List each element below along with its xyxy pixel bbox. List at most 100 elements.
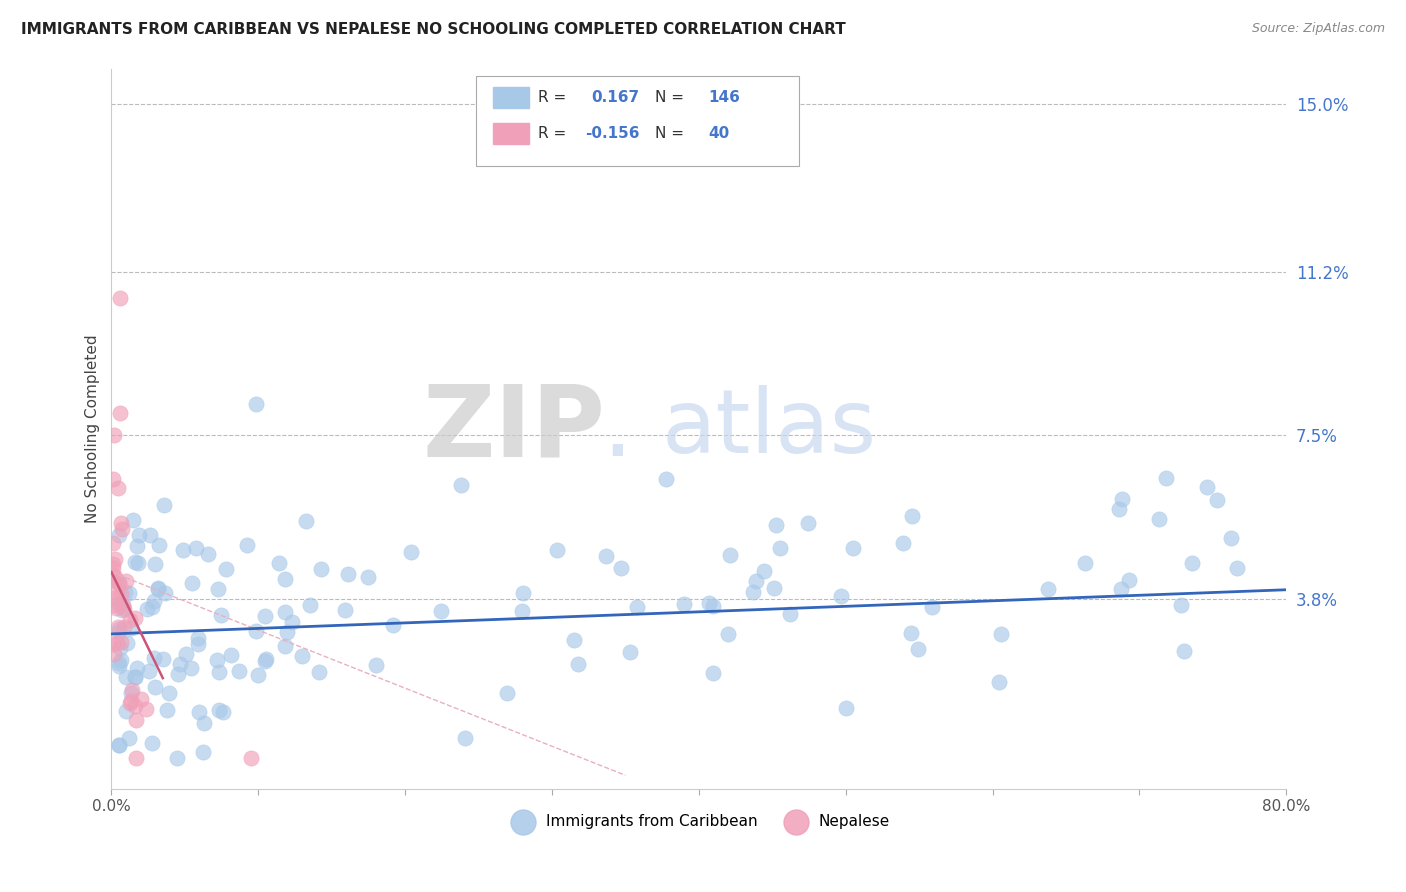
Point <box>110 291 132 305</box>
Point <box>1205 493 1227 508</box>
Point <box>122 513 145 527</box>
Point <box>187 637 209 651</box>
Point <box>124 555 146 569</box>
Point <box>236 538 259 552</box>
Point <box>180 661 202 675</box>
Point <box>219 648 242 662</box>
Point <box>110 641 132 656</box>
Point <box>155 702 177 716</box>
Point <box>197 547 219 561</box>
Point <box>336 567 359 582</box>
Point <box>496 686 519 700</box>
Point <box>1181 556 1204 570</box>
Point <box>207 582 229 596</box>
Point <box>143 651 166 665</box>
Point <box>104 570 127 584</box>
FancyBboxPatch shape <box>475 76 799 166</box>
Point <box>110 516 132 530</box>
Point <box>112 602 135 616</box>
Point <box>141 599 163 614</box>
Point <box>274 572 297 586</box>
Text: N =: N = <box>655 90 689 105</box>
Point <box>110 635 132 649</box>
Point <box>990 626 1012 640</box>
Point <box>1147 511 1170 525</box>
Point <box>115 704 138 718</box>
Point <box>1170 598 1192 612</box>
Point <box>118 613 141 627</box>
Point <box>797 516 820 531</box>
Point <box>209 608 232 623</box>
Point <box>135 602 157 616</box>
Point <box>120 694 142 708</box>
Point <box>172 542 194 557</box>
Y-axis label: No Schooling Completed: No Schooling Completed <box>86 334 100 523</box>
Point <box>595 549 617 564</box>
Point <box>1219 531 1241 545</box>
Point <box>835 700 858 714</box>
Point <box>1118 573 1140 587</box>
Point <box>125 750 148 764</box>
Point <box>124 698 146 713</box>
Point <box>146 581 169 595</box>
Point <box>900 626 922 640</box>
Point <box>253 609 276 624</box>
Point <box>215 562 238 576</box>
Point <box>382 618 405 632</box>
Point <box>139 527 162 541</box>
Point <box>364 657 387 672</box>
Point <box>104 552 127 566</box>
Point <box>239 750 262 764</box>
FancyBboxPatch shape <box>494 87 529 108</box>
Point <box>619 645 641 659</box>
Point <box>211 705 233 719</box>
Point <box>125 713 148 727</box>
Point <box>273 605 295 619</box>
Point <box>269 557 291 571</box>
Point <box>430 604 453 618</box>
Point <box>125 539 148 553</box>
Point <box>157 686 180 700</box>
Text: 40: 40 <box>709 126 730 141</box>
Point <box>112 599 135 614</box>
Point <box>830 589 852 603</box>
Point <box>186 541 208 555</box>
Point <box>110 406 132 420</box>
Point <box>245 624 267 638</box>
Point <box>124 670 146 684</box>
Point <box>107 481 129 495</box>
Point <box>121 682 143 697</box>
Point <box>654 472 676 486</box>
Point <box>104 600 127 615</box>
Point <box>143 593 166 607</box>
Point <box>152 498 174 512</box>
Text: R =: R = <box>538 90 571 105</box>
Point <box>702 665 724 680</box>
Point <box>276 624 298 639</box>
Point <box>245 397 267 411</box>
Point <box>308 665 330 680</box>
Point <box>108 738 131 752</box>
Point <box>765 517 787 532</box>
Point <box>208 665 231 679</box>
Point <box>107 656 129 670</box>
Point <box>891 536 914 550</box>
Point <box>107 620 129 634</box>
Point <box>399 545 422 559</box>
Point <box>901 509 924 524</box>
Point <box>143 557 166 571</box>
Point <box>1173 644 1195 658</box>
Point <box>247 667 270 681</box>
Point <box>101 561 124 575</box>
Point <box>124 611 146 625</box>
Point <box>112 599 135 613</box>
Point <box>718 549 741 563</box>
Point <box>921 600 943 615</box>
Point <box>103 568 125 582</box>
Point <box>254 652 277 666</box>
Point <box>512 586 534 600</box>
Point <box>1109 582 1132 597</box>
Point <box>294 514 316 528</box>
Point <box>274 639 297 653</box>
Point <box>254 654 277 668</box>
